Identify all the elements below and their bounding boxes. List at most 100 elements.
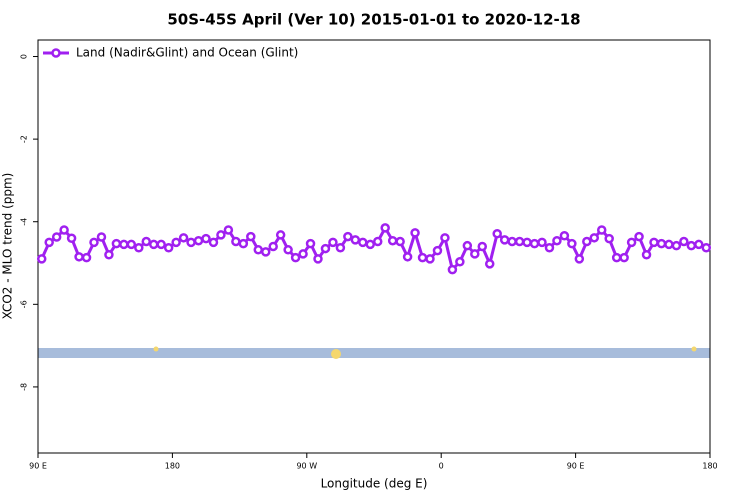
point bbox=[447, 264, 458, 275]
point bbox=[223, 225, 234, 235]
x-tick-label: 180 bbox=[702, 462, 717, 471]
point bbox=[596, 225, 607, 235]
point bbox=[335, 242, 346, 253]
point bbox=[350, 235, 361, 245]
point bbox=[171, 237, 181, 248]
point bbox=[253, 245, 264, 255]
point bbox=[343, 231, 353, 242]
point bbox=[574, 254, 585, 264]
point bbox=[44, 237, 54, 248]
point bbox=[208, 237, 219, 248]
point bbox=[111, 238, 122, 249]
point bbox=[626, 237, 637, 248]
point bbox=[694, 239, 704, 250]
point bbox=[178, 233, 189, 243]
point bbox=[664, 239, 674, 250]
point bbox=[268, 241, 278, 252]
point bbox=[51, 232, 62, 242]
point bbox=[589, 233, 600, 243]
point bbox=[298, 249, 308, 259]
point bbox=[514, 236, 525, 247]
point bbox=[380, 223, 390, 233]
point bbox=[260, 247, 271, 257]
point bbox=[529, 238, 540, 249]
chart-title: 50S-45S April (Ver 10) 2015-01-01 to 202… bbox=[167, 11, 580, 29]
point bbox=[567, 238, 577, 249]
point bbox=[507, 236, 517, 247]
point bbox=[141, 236, 152, 247]
point bbox=[231, 236, 241, 247]
point bbox=[275, 230, 286, 240]
point bbox=[126, 239, 137, 250]
point bbox=[313, 254, 323, 264]
point bbox=[119, 239, 129, 250]
y-tick-label: -2 bbox=[20, 135, 29, 143]
point bbox=[544, 242, 555, 253]
point bbox=[328, 237, 338, 248]
point bbox=[201, 233, 211, 244]
point bbox=[552, 235, 562, 246]
point bbox=[216, 230, 226, 240]
point bbox=[89, 237, 99, 248]
point bbox=[455, 257, 465, 267]
surface-band bbox=[38, 346, 710, 359]
point bbox=[148, 239, 159, 250]
point bbox=[679, 236, 689, 247]
point bbox=[619, 252, 629, 263]
x-tick-label: 0 bbox=[439, 462, 444, 471]
point bbox=[163, 242, 174, 253]
point bbox=[522, 237, 532, 248]
point bbox=[499, 235, 510, 245]
point bbox=[66, 233, 77, 243]
point bbox=[186, 237, 196, 248]
point bbox=[372, 236, 383, 247]
point bbox=[410, 228, 420, 238]
point bbox=[649, 237, 659, 248]
point bbox=[156, 239, 166, 250]
point bbox=[104, 250, 114, 260]
x-tick-label: 180 bbox=[165, 462, 180, 471]
point bbox=[193, 235, 204, 246]
point bbox=[402, 252, 413, 262]
point bbox=[358, 237, 368, 248]
point bbox=[477, 241, 488, 252]
point bbox=[537, 237, 547, 248]
y-tick-label: 0 bbox=[20, 54, 29, 59]
x-tick-label: 90 E bbox=[29, 462, 47, 471]
point bbox=[559, 231, 570, 241]
point bbox=[634, 231, 644, 242]
point bbox=[611, 252, 622, 263]
x-axis-label: Longitude (deg E) bbox=[321, 477, 428, 491]
point bbox=[283, 245, 293, 255]
point bbox=[387, 235, 398, 246]
point bbox=[470, 249, 480, 259]
point bbox=[671, 240, 682, 251]
point bbox=[641, 250, 652, 260]
point bbox=[59, 225, 69, 235]
point bbox=[686, 240, 697, 251]
point bbox=[656, 238, 667, 249]
legend-label: Land (Nadir&Glint) and Ocean (Glint) bbox=[76, 46, 298, 60]
point bbox=[365, 239, 376, 250]
point bbox=[440, 233, 450, 243]
point bbox=[604, 233, 614, 244]
point bbox=[582, 236, 592, 247]
point bbox=[492, 228, 502, 239]
point bbox=[305, 238, 316, 249]
x-tick-label: 90 E bbox=[567, 462, 585, 471]
point bbox=[290, 252, 301, 263]
point bbox=[395, 236, 405, 247]
y-tick-label: -6 bbox=[20, 300, 29, 308]
point bbox=[701, 242, 712, 253]
point bbox=[36, 254, 47, 264]
y-tick-label: -8 bbox=[20, 383, 29, 391]
point bbox=[134, 242, 144, 253]
point bbox=[238, 238, 249, 249]
y-axis-label: XCO2 - MLO trend (ppm) bbox=[1, 173, 15, 320]
point bbox=[417, 252, 428, 263]
point bbox=[246, 231, 256, 242]
point bbox=[425, 254, 435, 264]
y-tick-label: -4 bbox=[20, 218, 29, 226]
point bbox=[462, 240, 473, 251]
